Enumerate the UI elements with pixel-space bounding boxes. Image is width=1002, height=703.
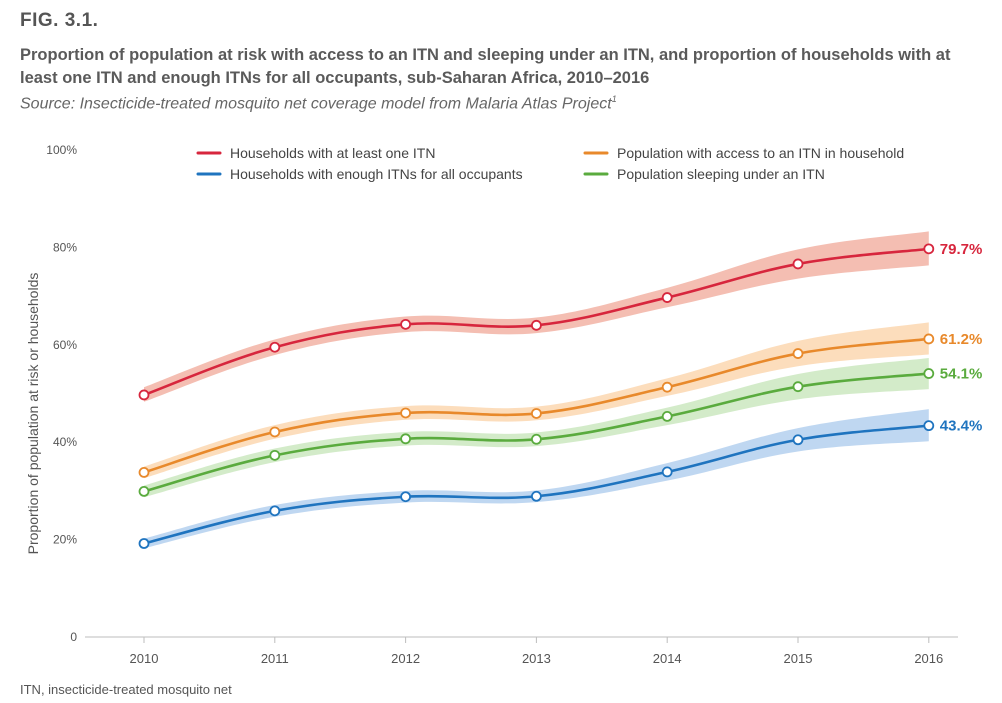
legend-label: Population with access to an ITN in hous… xyxy=(617,145,904,161)
data-point xyxy=(923,333,935,345)
data-point xyxy=(400,491,412,503)
footnote: ITN, insecticide-treated mosquito net xyxy=(20,682,232,697)
data-point xyxy=(661,292,673,303)
y-tick-label: 40% xyxy=(53,435,77,449)
data-point xyxy=(400,318,412,330)
legend-label: Households with enough ITNs for all occu… xyxy=(230,166,523,182)
data-point xyxy=(923,420,935,432)
data-point xyxy=(531,408,542,419)
data-point xyxy=(269,341,281,353)
data-point xyxy=(138,538,150,549)
data-point xyxy=(269,505,281,517)
x-tick-label: 2011 xyxy=(261,651,289,666)
data-point xyxy=(269,426,281,438)
end-value-label: 61.2% xyxy=(940,331,983,348)
source-text: Source: Insecticide-treated mosquito net… xyxy=(20,95,612,113)
x-tick-label: 2016 xyxy=(914,651,943,666)
data-point xyxy=(661,381,673,393)
y-tick-label: 80% xyxy=(53,240,77,254)
uncertainty-band xyxy=(144,231,929,402)
data-point xyxy=(400,433,412,445)
legend-label: Households with at least one ITN xyxy=(230,145,435,161)
x-tick-label: 2012 xyxy=(391,651,420,666)
data-point xyxy=(792,381,804,393)
y-tick-label: 60% xyxy=(53,338,77,352)
data-point xyxy=(661,410,673,422)
end-value-label: 54.1% xyxy=(940,366,983,383)
chart-title: Proportion of population at risk with ac… xyxy=(20,46,951,87)
data-point xyxy=(531,490,542,502)
data-point xyxy=(138,485,150,497)
chart-source: Source: Insecticide-treated mosquito net… xyxy=(20,94,617,113)
data-point xyxy=(138,466,150,478)
data-point xyxy=(400,407,412,419)
x-tick-label: 2014 xyxy=(653,651,682,666)
data-point xyxy=(792,258,804,270)
figure-label: FIG. 3.1. xyxy=(20,10,99,31)
end-value-label: 43.4% xyxy=(940,418,983,435)
data-point xyxy=(661,466,673,478)
uncertainty-band xyxy=(144,357,929,498)
uncertainty-band xyxy=(144,322,929,479)
uncertainty-band xyxy=(144,409,929,549)
legend-label: Population sleeping under an ITN xyxy=(617,166,825,182)
x-tick-label: 2010 xyxy=(130,651,159,666)
data-point xyxy=(269,449,281,461)
source-superscript: 1 xyxy=(611,94,617,104)
data-point xyxy=(923,243,935,255)
data-point xyxy=(138,389,150,401)
data-point xyxy=(792,348,804,359)
end-value-label: 79.7% xyxy=(940,241,983,258)
y-tick-label: 0 xyxy=(70,630,77,644)
data-point xyxy=(531,319,542,331)
data-point xyxy=(531,433,542,445)
x-tick-label: 2015 xyxy=(784,651,813,666)
data-point xyxy=(923,368,935,379)
y-tick-label: 100% xyxy=(46,143,77,157)
y-axis-title: Proportion of population at risk or hous… xyxy=(25,273,41,555)
y-tick-label: 20% xyxy=(53,533,77,547)
x-tick-label: 2013 xyxy=(522,651,551,666)
data-point xyxy=(792,434,804,446)
